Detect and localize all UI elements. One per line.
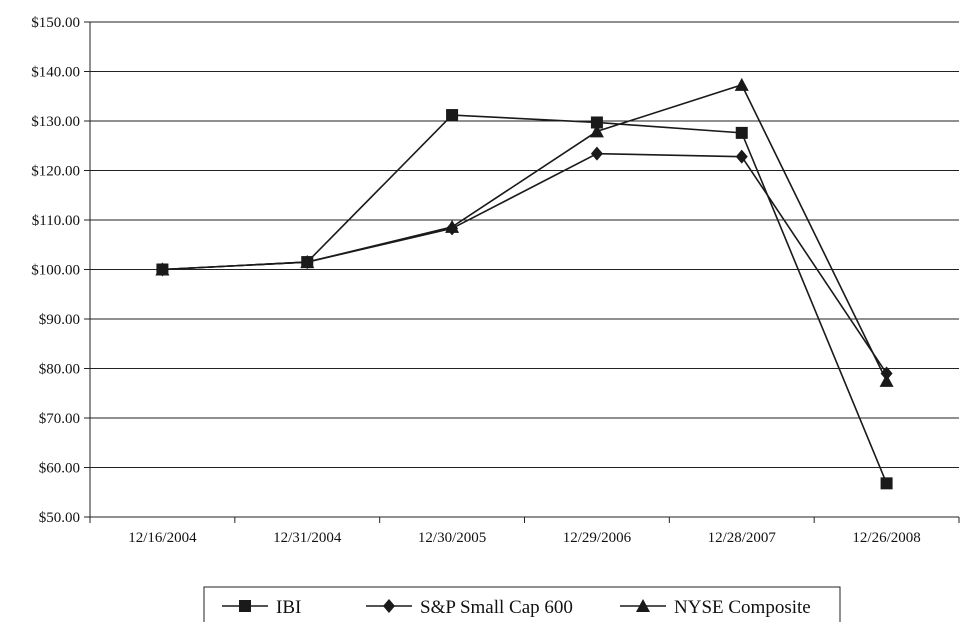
legend-label-s-p-small-cap-600: S&P Small Cap 600 bbox=[420, 597, 573, 618]
y-tick-label: $80.00 bbox=[39, 362, 80, 378]
data-point-nyse-composite bbox=[589, 124, 604, 138]
data-point-s-p-small-cap-600 bbox=[735, 149, 748, 164]
y-tick-label: $150.00 bbox=[31, 15, 80, 31]
data-point-s-p-small-cap-600 bbox=[880, 366, 893, 381]
y-tick-label: $140.00 bbox=[31, 65, 80, 81]
x-tick-label: 12/31/2004 bbox=[273, 530, 342, 546]
series-lines bbox=[162, 83, 888, 484]
legend-label-ibi: IBI bbox=[276, 597, 301, 618]
legend-label-nyse-composite: NYSE Composite bbox=[674, 597, 811, 618]
legend-box bbox=[203, 586, 841, 622]
y-tick-label: $50.00 bbox=[39, 510, 80, 526]
x-tick-label: 12/30/2005 bbox=[418, 530, 486, 546]
y-tick-label: $110.00 bbox=[32, 213, 80, 229]
data-point-ibi bbox=[880, 477, 893, 490]
y-tick-label: $130.00 bbox=[31, 114, 80, 130]
data-point-nyse-composite bbox=[155, 262, 170, 276]
y-tick-label: $60.00 bbox=[39, 461, 80, 477]
gridlines bbox=[90, 21, 959, 468]
x-tick-label: 12/16/2004 bbox=[128, 530, 197, 546]
x-tick-label: 12/29/2006 bbox=[563, 530, 632, 546]
data-point-nyse-composite bbox=[879, 373, 894, 387]
series-markers bbox=[155, 77, 894, 490]
data-point-s-p-small-cap-600 bbox=[590, 146, 603, 161]
y-tick-label: $120.00 bbox=[31, 164, 80, 180]
y-tick-label: $100.00 bbox=[31, 263, 80, 279]
data-point-nyse-composite bbox=[445, 219, 460, 233]
y-axis-ticks: $50.00 $60.00 $70.00 $80.00 $90.00 $100.00 $11… bbox=[31, 15, 90, 526]
data-point-ibi bbox=[446, 109, 459, 122]
legend-marker-s-p-small-cap-600 bbox=[383, 599, 395, 613]
legend-marker-nyse-composite bbox=[636, 599, 650, 612]
data-point-nyse-composite bbox=[734, 77, 749, 91]
x-tick-label: 12/28/2007 bbox=[708, 530, 777, 546]
legend-marker-ibi bbox=[239, 600, 251, 612]
x-axis-ticks: 12/16/2004 12/31/2004 12/30/2005 12/29/2006… bbox=[89, 517, 960, 546]
data-point-ibi bbox=[590, 116, 603, 129]
series-line-nyse-composite bbox=[162, 83, 888, 382]
x-tick-label: 12/26/2008 bbox=[852, 530, 920, 546]
y-tick-label: $70.00 bbox=[39, 411, 80, 427]
data-point-nyse-composite bbox=[300, 255, 315, 269]
y-tick-label: $90.00 bbox=[39, 312, 80, 328]
legend: IBI S&P Small Cap 600 NYSE Composite bbox=[203, 586, 841, 622]
data-point-ibi bbox=[735, 126, 748, 139]
